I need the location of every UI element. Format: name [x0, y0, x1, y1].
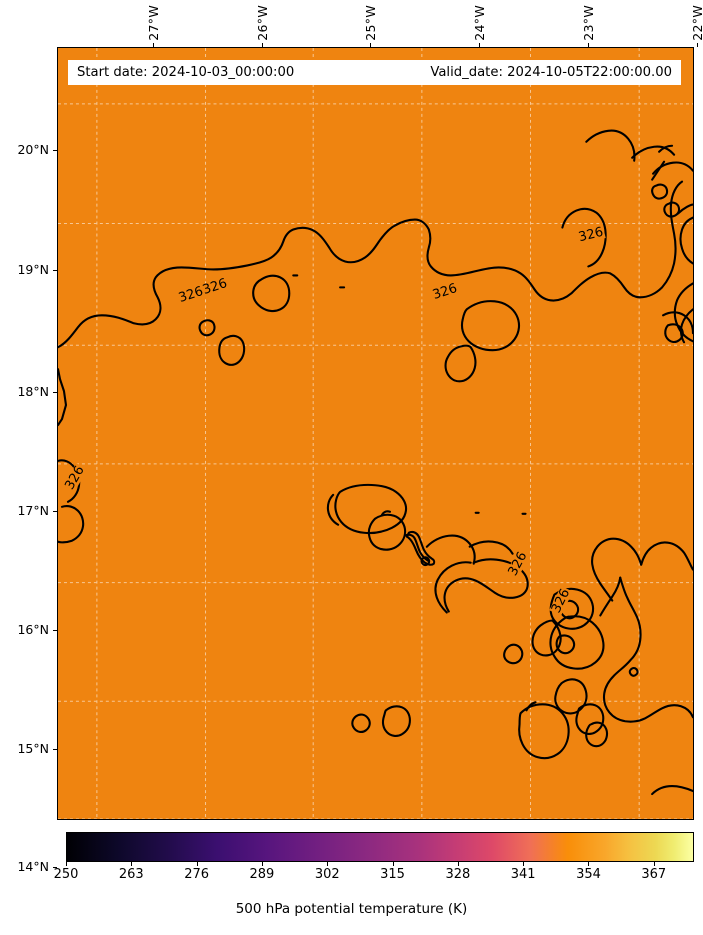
y-tick-label: 20°N	[17, 142, 49, 157]
y-tick-mark	[53, 630, 57, 631]
x-tick-label: 27°W	[146, 5, 161, 41]
x-tick-mark	[153, 43, 154, 47]
x-tick-label: 25°W	[363, 5, 378, 41]
y-tick-mark	[53, 511, 57, 512]
colorbar-tick-mark	[196, 862, 198, 866]
start-date-text: Start date: 2024-10-03_00:00:00	[77, 65, 295, 80]
temperature-field	[58, 48, 693, 819]
colorbar[interactable]	[66, 832, 694, 862]
x-tick-label: 26°W	[255, 5, 270, 41]
colorbar-tick-label: 328	[445, 867, 471, 882]
y-tick-label: 18°N	[17, 384, 49, 399]
colorbar-tick-mark	[523, 862, 525, 866]
y-tick-label: 17°N	[17, 503, 49, 518]
colorbar-tick-mark	[653, 862, 655, 866]
y-tick-mark	[53, 749, 57, 750]
x-tick-mark	[697, 43, 698, 47]
y-tick-mark	[53, 270, 57, 271]
y-tick-mark	[53, 392, 57, 393]
x-tick-mark	[370, 43, 371, 47]
colorbar-tick-mark	[261, 862, 263, 866]
date-info-box: Start date: 2024-10-03_00:00:00 Valid_da…	[68, 60, 681, 85]
valid-date-text: Valid_date: 2024-10-05T22:00:00.00	[430, 65, 672, 80]
colorbar-tick-mark	[457, 862, 459, 866]
map-plot-area[interactable]: 326 326 326 326 326 326 326	[57, 47, 694, 820]
map-gridlines	[58, 48, 693, 819]
y-tick-label: 16°N	[17, 622, 49, 637]
colorbar-tick-label: 289	[249, 867, 275, 882]
x-tick-label: 22°W	[690, 5, 703, 41]
x-tick-mark	[262, 43, 263, 47]
colorbar-tick-label: 367	[641, 867, 667, 882]
x-tick-mark	[588, 43, 589, 47]
colorbar-axis-label: 500 hPa potential temperature (K)	[235, 901, 468, 917]
colorbar-tick-mark	[392, 862, 394, 866]
y-tick-label: 19°N	[17, 262, 49, 277]
colorbar-tick-mark	[66, 862, 67, 866]
colorbar-tick-mark	[588, 862, 590, 866]
y-tick-mark	[53, 867, 57, 868]
colorbar-tick-label: 302	[314, 867, 340, 882]
colorbar-tick-label: 354	[576, 867, 601, 882]
colorbar-tick-label: 341	[510, 867, 536, 882]
colorbar-tick-label: 250	[53, 867, 79, 882]
colorbar-tick-mark	[131, 862, 133, 866]
colorbar-tick-mark	[327, 862, 329, 866]
y-tick-label: 14°N	[17, 859, 49, 874]
x-tick-mark	[479, 43, 480, 47]
colorbar-tick-label: 315	[380, 867, 405, 882]
y-tick-mark	[53, 150, 57, 151]
colorbar-tick-label: 263	[118, 867, 144, 882]
colorbar-gradient	[67, 833, 693, 861]
x-tick-label: 23°W	[581, 5, 596, 41]
x-tick-label: 24°W	[472, 5, 487, 41]
contour-lines-326K	[58, 129, 693, 796]
colorbar-tick-label: 276	[184, 867, 210, 882]
y-tick-label: 15°N	[17, 741, 49, 756]
